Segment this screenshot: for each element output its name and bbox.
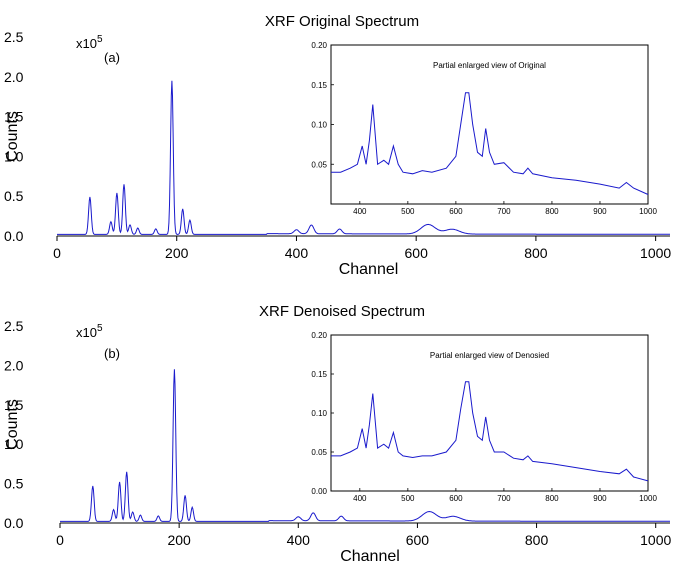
inset-x-tick-label: 1000 <box>639 207 657 216</box>
inset-spectrum-line <box>331 381 649 482</box>
x-tick-label: 600 <box>406 532 430 548</box>
inset-y-tick-label: 0.20 <box>311 41 327 50</box>
panel-tag: (a) <box>104 50 120 65</box>
x-tick-label: 0 <box>53 245 61 261</box>
y-tick-label: 2.5 <box>4 29 24 45</box>
inset-x-tick-label: 600 <box>449 207 463 216</box>
inset-x-tick-label: 400 <box>353 207 367 216</box>
y-tick-label: 2.5 <box>4 318 24 334</box>
chart-title: XRF Original Spectrum <box>265 13 419 30</box>
inset-y-tick-label: 0.15 <box>311 81 327 90</box>
y-tick-label: 2.0 <box>4 357 24 373</box>
inset-panel: Partial enlarged view of Original 400 500 6… <box>311 41 657 216</box>
x-tick-label: 0 <box>56 532 64 548</box>
inset-y-tick-label: 0.15 <box>311 370 327 379</box>
x-axis-label: Channel <box>340 548 400 565</box>
spectrum-panel-a: XRF Original Spectrum 0 200 400 600 800 1000 0.… <box>4 13 671 278</box>
spectrum-line <box>57 80 670 235</box>
inset-frame <box>330 44 649 205</box>
chart-title: XRF Denoised Spectrum <box>259 303 425 320</box>
inset-x-tick-label: 500 <box>401 207 415 216</box>
y-multiplier: x105 <box>76 323 103 340</box>
x-tick-label: 200 <box>165 245 189 261</box>
inset-y-tick-label: 0.05 <box>311 448 327 457</box>
y-tick-label: 2.0 <box>4 69 24 85</box>
spectrum-line <box>60 369 670 522</box>
x-axis-label: Channel <box>339 261 399 278</box>
inset-y-tick-label: 0.10 <box>311 409 327 418</box>
inset-x-tick-label: 400 <box>353 494 367 503</box>
x-tick-label: 200 <box>167 532 191 548</box>
inset-x-tick-label: 700 <box>497 494 511 503</box>
inset-title: Partial enlarged view of Denosied <box>430 351 549 360</box>
inset-y-tick-label: 0.00 <box>311 487 327 496</box>
y-tick-label: 1.5 <box>4 397 24 413</box>
y-multiplier: x105 <box>76 34 103 51</box>
inset-x-tick-label: 500 <box>401 494 415 503</box>
inset-x-tick-label: 900 <box>593 207 607 216</box>
inset-x-tick-label: 600 <box>449 494 463 503</box>
x-tick-label: 600 <box>405 245 429 261</box>
panel-tag: (b) <box>104 346 120 361</box>
inset-x-tick-label: 900 <box>593 494 607 503</box>
y-tick-label: 0.0 <box>4 515 24 531</box>
y-tick-label: 0.0 <box>4 228 24 244</box>
x-tick-label: 800 <box>525 532 549 548</box>
inset-x-tick-label: 700 <box>497 207 511 216</box>
inset-frame <box>330 334 649 492</box>
inset-y-tick-label: 0.10 <box>311 121 327 130</box>
x-tick-label: 1000 <box>640 245 671 261</box>
y-tick-label: 1.5 <box>4 109 24 125</box>
inset-x-tick-label: 800 <box>545 494 559 503</box>
inset-y-tick-label: 0.20 <box>311 331 327 340</box>
inset-x-tick-label: 800 <box>545 207 559 216</box>
y-axis-label: Counts <box>4 111 21 162</box>
y-tick-label: 1.0 <box>4 148 24 164</box>
inset-y-tick-label: 0.05 <box>311 160 327 169</box>
x-tick-label: 800 <box>524 245 548 261</box>
inset-panel: Partial enlarged view of Denosied 400 500 6… <box>311 331 657 503</box>
inset-x-tick-label: 1000 <box>639 494 657 503</box>
x-tick-label: 1000 <box>640 532 671 548</box>
inset-title: Partial enlarged view of Original <box>433 61 546 70</box>
x-tick-label: 400 <box>285 245 309 261</box>
inset-spectrum-line <box>331 92 649 195</box>
spectrum-panel-b: XRF Denoised Spectrum 0 200 400 600 800 1000 0.… <box>4 303 671 565</box>
x-tick-label: 400 <box>287 532 311 548</box>
y-axis-label: Counts <box>4 399 21 450</box>
y-tick-label: 1.0 <box>4 436 24 452</box>
y-tick-label: 0.5 <box>4 476 24 492</box>
y-tick-label: 0.5 <box>4 188 24 204</box>
